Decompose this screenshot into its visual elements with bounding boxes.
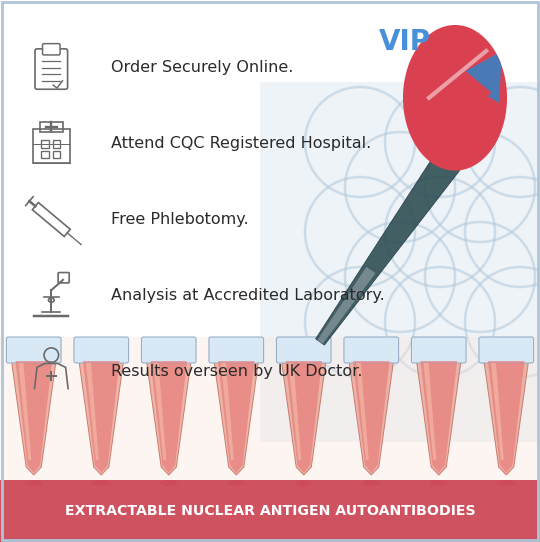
Polygon shape (484, 361, 529, 475)
Ellipse shape (227, 480, 245, 486)
FancyBboxPatch shape (141, 337, 196, 363)
Polygon shape (491, 363, 504, 460)
Polygon shape (16, 361, 52, 473)
Text: VIP: VIP (379, 28, 431, 56)
FancyBboxPatch shape (411, 337, 466, 363)
Polygon shape (315, 92, 505, 345)
FancyBboxPatch shape (276, 337, 331, 363)
FancyBboxPatch shape (0, 337, 540, 480)
Polygon shape (153, 363, 166, 460)
FancyBboxPatch shape (260, 82, 540, 442)
Polygon shape (403, 25, 507, 171)
Polygon shape (214, 361, 259, 475)
Polygon shape (488, 361, 524, 473)
Text: Results overseen by UK Doctor.: Results overseen by UK Doctor. (111, 364, 362, 379)
Text: Attend CQC Registered Hospital.: Attend CQC Registered Hospital. (111, 136, 371, 151)
FancyBboxPatch shape (0, 480, 540, 542)
FancyBboxPatch shape (6, 337, 61, 363)
Ellipse shape (362, 480, 380, 486)
Polygon shape (146, 361, 191, 475)
Polygon shape (421, 361, 457, 473)
Ellipse shape (497, 480, 515, 486)
Polygon shape (18, 363, 31, 460)
Polygon shape (356, 363, 369, 460)
Polygon shape (353, 361, 389, 473)
Polygon shape (288, 363, 301, 460)
Polygon shape (455, 51, 502, 103)
FancyBboxPatch shape (479, 337, 534, 363)
Polygon shape (218, 361, 254, 473)
Ellipse shape (25, 480, 43, 486)
Polygon shape (281, 361, 326, 475)
Text: Free Phlebotomy.: Free Phlebotomy. (111, 212, 248, 227)
Polygon shape (423, 363, 436, 460)
Polygon shape (151, 361, 187, 473)
Polygon shape (83, 361, 119, 473)
Polygon shape (318, 267, 375, 344)
Text: EXTRACTABLE NUCLEAR ANTIGEN AUTOANTIBODIES: EXTRACTABLE NUCLEAR ANTIGEN AUTOANTIBODI… (65, 504, 475, 518)
FancyBboxPatch shape (74, 337, 129, 363)
FancyBboxPatch shape (43, 43, 60, 55)
Polygon shape (79, 361, 124, 475)
Polygon shape (286, 361, 322, 473)
Polygon shape (86, 363, 99, 460)
Ellipse shape (295, 480, 313, 486)
Ellipse shape (92, 480, 110, 486)
Text: Analysis at Accredited Laboratory.: Analysis at Accredited Laboratory. (111, 288, 384, 303)
Ellipse shape (160, 480, 178, 486)
Polygon shape (221, 363, 234, 460)
Polygon shape (450, 67, 491, 103)
Ellipse shape (430, 480, 448, 486)
FancyBboxPatch shape (344, 337, 399, 363)
Polygon shape (416, 361, 461, 475)
FancyBboxPatch shape (209, 337, 264, 363)
Polygon shape (349, 361, 394, 475)
Polygon shape (11, 361, 56, 475)
Text: Order Securely Online.: Order Securely Online. (111, 60, 293, 75)
